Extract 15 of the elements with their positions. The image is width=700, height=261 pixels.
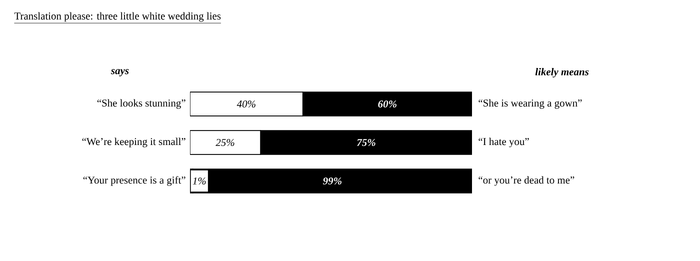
y-tick-label: “She looks stunning” [97, 99, 186, 109]
text: “or you’re dead to me” [478, 176, 574, 186]
chart-title: Translation please: three little white wedding lies [14, 12, 221, 22]
text: likely means [535, 68, 589, 78]
y-tick-label: “We’re keeping it small” [82, 138, 186, 148]
data-label: 40% [236, 100, 256, 108]
text: “She is wearing a gown” [478, 99, 582, 109]
data-label: 60% [378, 100, 396, 108]
y-tick-label: “Your presence is a gift” [83, 176, 186, 186]
data-label: 75% [357, 138, 376, 146]
text: “I hate you” [478, 138, 529, 148]
text: says [110, 69, 129, 76]
data-label: 25% [216, 138, 234, 146]
data-label: 1% [192, 177, 206, 185]
data-label: 99% [322, 177, 342, 185]
